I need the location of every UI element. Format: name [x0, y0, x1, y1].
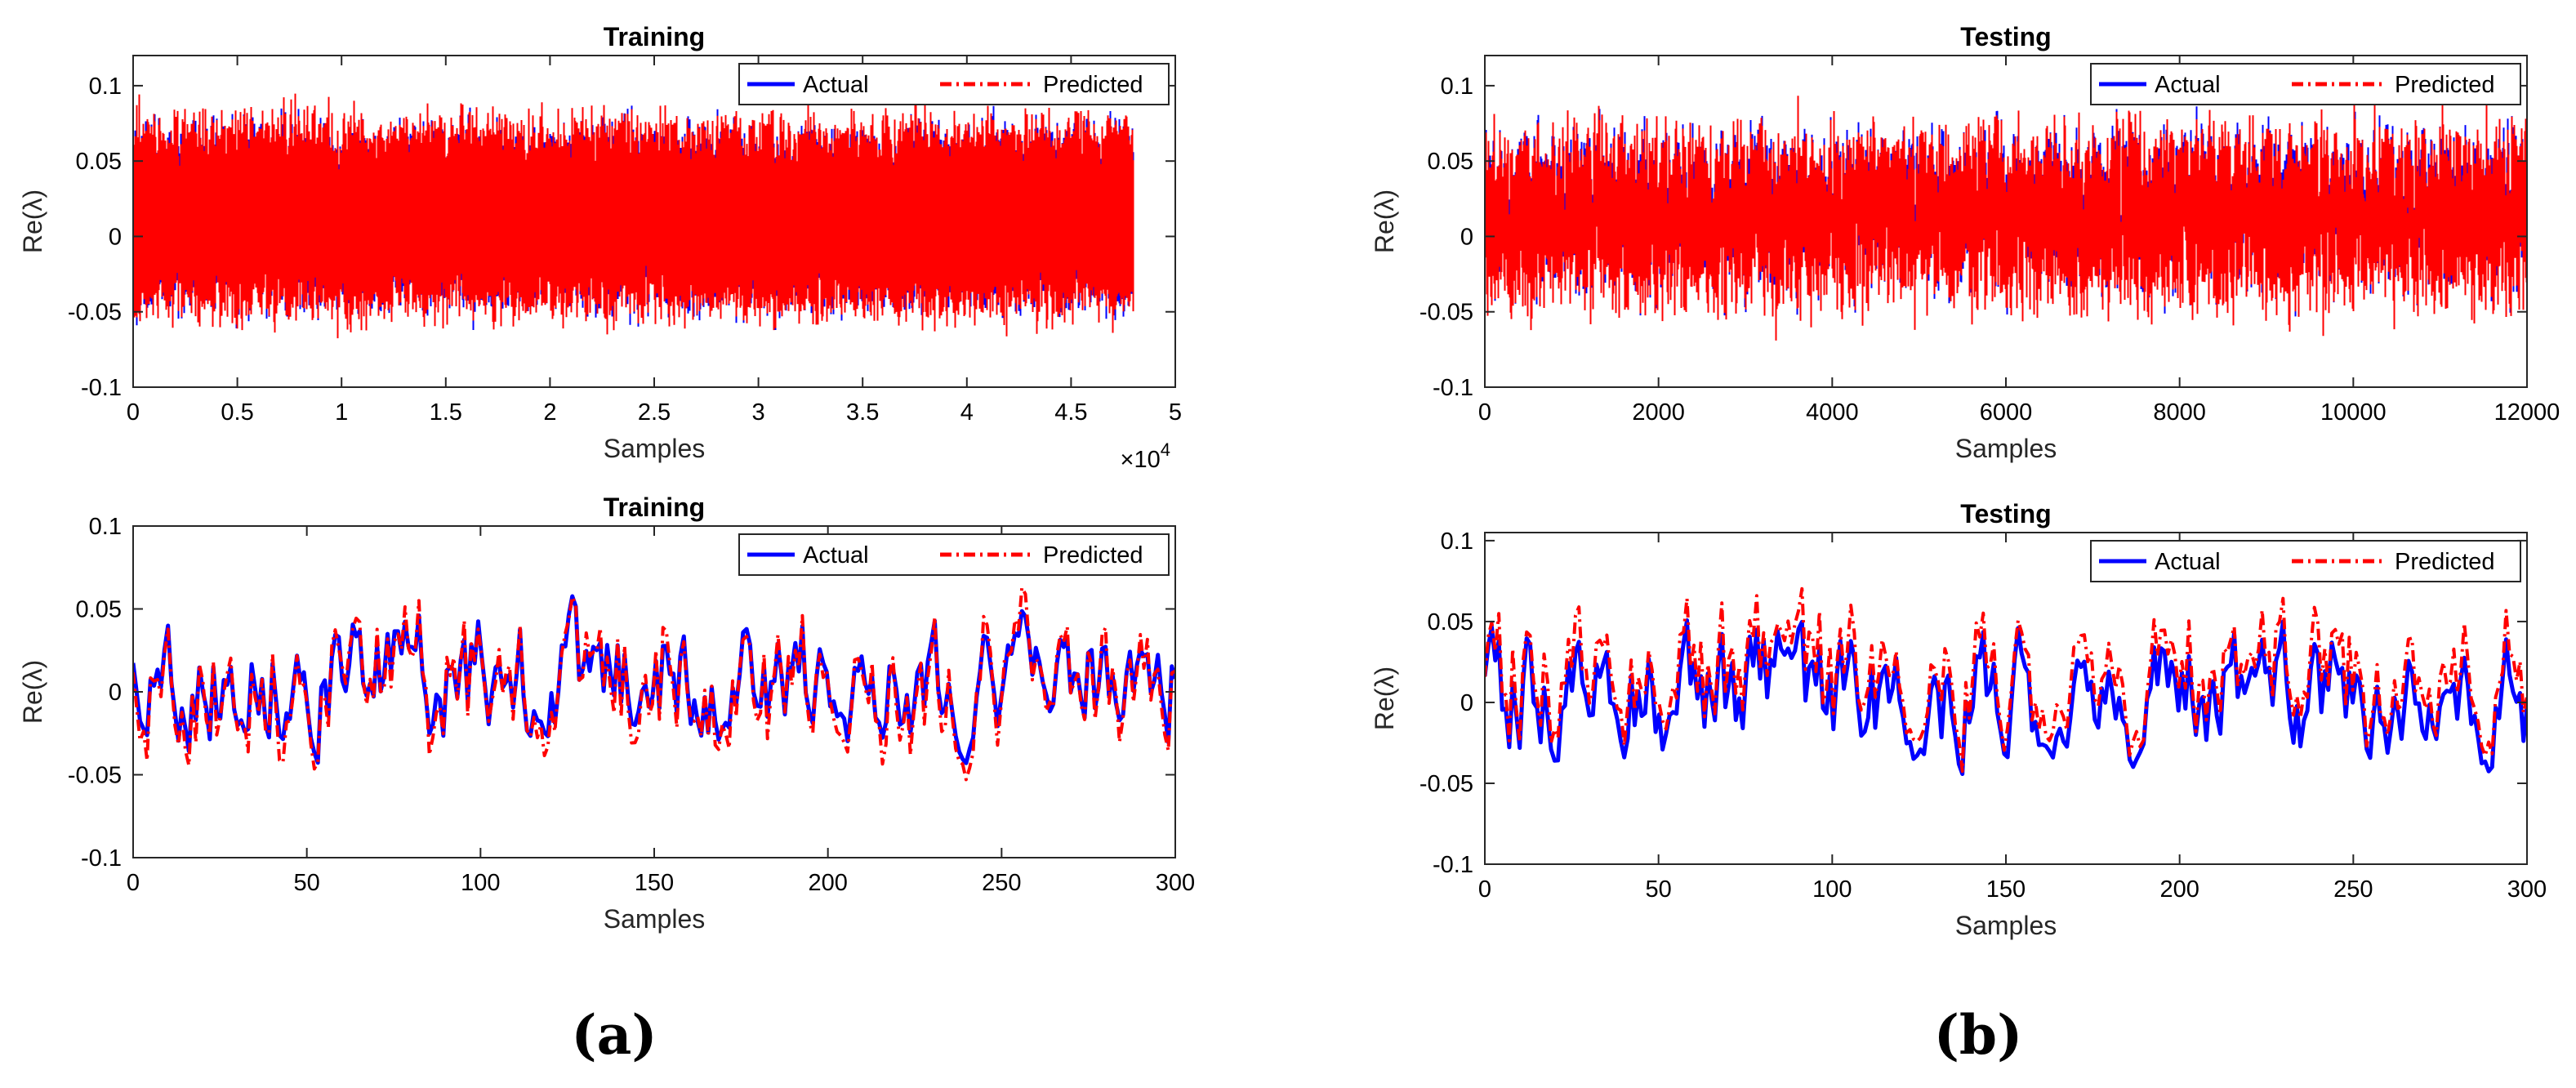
- legend-box: [738, 533, 1170, 576]
- x-tick-label: 50: [294, 870, 320, 896]
- x-tick-label: 150: [1986, 876, 2026, 903]
- y-tick-label: 0.1: [1441, 74, 1473, 100]
- y-tick-label: 0: [1460, 690, 1473, 716]
- y-tick-label: 0.05: [1428, 609, 1473, 635]
- y-tick-label: 0.05: [76, 597, 122, 623]
- legend-actual-label: Actual: [803, 542, 869, 569]
- legend-predicted-label: Predicted: [2395, 72, 2495, 98]
- y-tick-label: -0.1: [81, 845, 122, 872]
- x-tick-label: 250: [982, 870, 1021, 896]
- y-tick-label: 0: [109, 680, 122, 706]
- chart-2: 0 2000 4000 6000 8000 10000 12000 -0.1 -0.05 0 0.0…: [1370, 22, 2560, 463]
- x-tick-label: 250: [2333, 876, 2373, 903]
- legend: Actual Predicted: [2090, 63, 2521, 105]
- y-tick-label: -0.05: [1419, 300, 1473, 326]
- y-tick-label: 0: [1460, 224, 1473, 250]
- x-axis-label: Samples: [604, 434, 706, 463]
- panel-label-a: (a): [571, 1003, 657, 1067]
- y-tick-label: -0.05: [1419, 771, 1473, 797]
- chart-title: Testing: [1960, 22, 2051, 51]
- legend: Actual Predicted: [2090, 540, 2521, 582]
- legend-actual-label: Actual: [2155, 549, 2221, 575]
- x-tick-label: 4000: [1806, 399, 1859, 426]
- chart-title: Training: [604, 493, 705, 522]
- data-layer: [133, 586, 1175, 782]
- x-tick-label: 200: [808, 870, 847, 896]
- y-tick-label: -0.1: [1433, 852, 1473, 878]
- legend: Actual Predicted: [738, 63, 1170, 105]
- x-tick-label: 150: [635, 870, 674, 896]
- y-tick-label: 0.1: [89, 514, 122, 540]
- y-tick-label: -0.1: [1433, 375, 1473, 401]
- x-axis-label: Samples: [1955, 434, 2057, 463]
- x-tick-label: 2000: [1632, 399, 1685, 426]
- x-tick-label: 300: [1156, 870, 1195, 896]
- x-tick-label: 12000: [2494, 399, 2560, 426]
- x-tick-label: 10000: [2320, 399, 2387, 426]
- legend-predicted-label: Predicted: [1043, 542, 1143, 569]
- x-tick-label: 50: [1646, 876, 1672, 903]
- x-tick-label: 1.5: [430, 399, 462, 426]
- x-tick-label: 8000: [2153, 399, 2206, 426]
- y-tick-label: 0: [109, 224, 122, 250]
- chart-title: Training: [604, 22, 705, 51]
- y-tick-label: 0.05: [76, 149, 122, 175]
- legend: Actual Predicted: [738, 533, 1170, 576]
- chart-title: Testing: [1960, 499, 2051, 528]
- x-tick-label: 0: [1478, 399, 1491, 426]
- x-tick-label: 300: [2507, 876, 2547, 903]
- y-axis-label: Re(λ): [18, 660, 47, 724]
- x-tick-label: 4.5: [1054, 399, 1087, 426]
- chart-1: 0 0.5 1 1.5 2 2.5 3 3.5 4 4.5 5 -0.1 -0.05 0 0.05 0.1 ×1…: [18, 22, 1182, 473]
- x-tick-label: 5: [1169, 399, 1182, 426]
- y-axis-label: Re(λ): [1370, 667, 1399, 730]
- x-tick-label: 2: [543, 399, 556, 426]
- x-tick-label: 6000: [1980, 399, 2033, 426]
- legend-predicted-label: Predicted: [2395, 549, 2495, 575]
- x-tick-label: 100: [461, 870, 500, 896]
- y-tick-label: -0.05: [68, 763, 122, 789]
- x-tick-label: 3: [752, 399, 765, 426]
- x-tick-label: 0: [127, 870, 140, 896]
- legend-actual-label: Actual: [2155, 72, 2221, 98]
- y-tick-label: -0.05: [68, 300, 122, 326]
- legend-box: [738, 63, 1170, 105]
- series-predicted-line: [133, 586, 1175, 782]
- series-actual-line: [1485, 618, 2527, 776]
- y-tick-label: -0.1: [81, 375, 122, 401]
- legend-actual-label: Actual: [803, 72, 869, 98]
- data-layer: [1485, 586, 2527, 776]
- legend-predicted-label: Predicted: [1043, 72, 1143, 98]
- legend-box: [2090, 540, 2521, 582]
- x-tick-label: 0: [127, 399, 140, 426]
- chart-4: 0 50 100 150 200 250 300 -0.1 -0.05 0 0.05 0.1 Testi…: [1370, 499, 2547, 940]
- series-predicted-line: [1485, 586, 2527, 774]
- x-tick-label: 2.5: [638, 399, 671, 426]
- x-axis-label: Samples: [604, 904, 706, 934]
- x-tick-label: 0.5: [221, 399, 253, 426]
- x-tick-label: 200: [2159, 876, 2199, 903]
- x-axis-label: Samples: [1955, 911, 2057, 940]
- y-tick-label: 0.1: [1441, 528, 1473, 555]
- x-tick-label: 3.5: [846, 399, 879, 426]
- x-tick-label: 4: [960, 399, 974, 426]
- legend-box: [2090, 63, 2521, 105]
- y-tick-label: 0.05: [1428, 149, 1473, 175]
- y-tick-label: 0.1: [89, 74, 122, 100]
- chart-3: 0 50 100 150 200 250 300 -0.1 -0.05 0 0.05 0.1 Train…: [18, 493, 1195, 934]
- panel-label-b: (b): [1934, 1003, 2023, 1067]
- x-tick-label: 0: [1478, 876, 1491, 903]
- x-tick-label: 100: [1812, 876, 1852, 903]
- y-axis-label: Re(λ): [1370, 190, 1399, 253]
- y-axis-label: Re(λ): [18, 190, 47, 253]
- x-tick-label: 1: [335, 399, 348, 426]
- x-exponent-label: ×104: [1121, 439, 1170, 473]
